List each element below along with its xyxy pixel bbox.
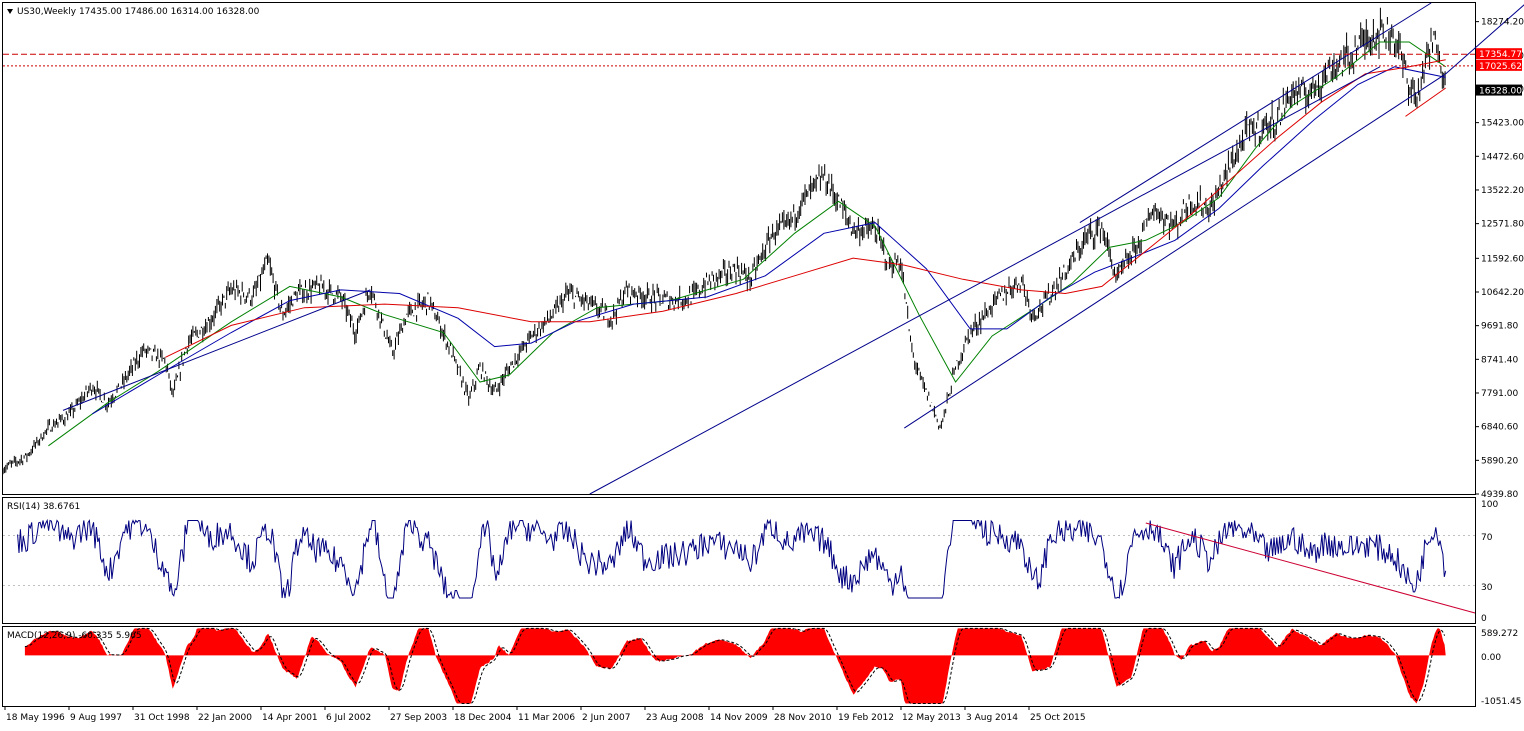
ma-short-line [48,42,1445,446]
x-tick-label: 19 Feb 2012 [838,713,894,723]
main-header: US30,Weekly 17435.00 17486.00 16314.00 1… [17,7,260,17]
rsi-trend-line [1146,523,1475,613]
price-marker-label: 16328.00 [1479,87,1522,97]
x-tick-label: 14 Nov 2009 [710,713,768,723]
macd-level-top: 589.272 [1481,629,1518,639]
y-tick-label: 12571.80 [1481,220,1524,230]
price-markers: 17354.77 17025.62 16328.00 [1476,48,1522,96]
price-bars [3,8,1445,475]
y-tick-label: 6840.60 [1481,423,1518,433]
y-tick-label: 10642.20 [1481,288,1524,298]
x-tick-label: 27 Sep 2003 [390,713,447,723]
x-tick-label: 6 Jul 2002 [326,713,371,723]
x-tick-label: 9 Aug 1997 [70,713,122,723]
x-tick-label: 22 Jan 2000 [198,713,252,723]
rsi-level-30: 30 [1481,583,1493,593]
y-tick-label: 4939.80 [1481,490,1518,500]
macd-level-zero: 0.00 [1481,653,1501,663]
ma-long-line [165,60,1445,358]
y-tick-label: 15423.00 [1481,119,1524,129]
y-tick-label: 14472.60 [1481,152,1524,162]
rsi-level-100: 100 [1481,500,1498,510]
x-tick-label: 11 Mar 2006 [518,713,575,723]
ma-mid-line [92,67,1445,414]
x-tick-label: 28 Nov 2010 [774,713,832,723]
channel-line [904,74,1445,428]
main-pane-border [3,3,1476,495]
x-tick-label: 2 Jun 2007 [582,713,630,723]
x-tick-label: 23 Aug 2008 [646,713,704,723]
time-axis[interactable]: 18 May 1996 9 Aug 1997 31 Oct 1998 22 Jan 2… [5,706,1086,723]
y-tick-label: 8741.40 [1481,355,1518,365]
rsi-level-70: 70 [1481,533,1493,543]
x-tick-label: 14 Apr 2001 [262,713,318,723]
price-marker-label: 17025.62 [1479,62,1522,72]
x-tick-label: 18 Dec 2004 [454,713,512,723]
y-tick-label: 9691.80 [1481,322,1518,332]
y-tick-label: 18274.20 [1481,18,1524,28]
macd-header: MACD(12,26,9) -60.335 5.965 [7,631,142,641]
y-tick-label: 13522.20 [1481,186,1524,196]
macd-pane[interactable]: MACD(12,26,9) -60.335 5.965 589.272 0.00… [3,627,1522,708]
x-tick-label: 12 May 2013 [902,713,961,723]
y-tick-label: 5890.20 [1481,456,1518,466]
x-tick-label: 31 Oct 1998 [134,713,190,723]
x-tick-label: 18 May 1996 [6,713,65,723]
dropdown-triangle-icon[interactable] [7,9,13,14]
x-tick-label: 25 Oct 2015 [1030,713,1086,723]
channel-line [590,67,1380,494]
rsi-pane-border [3,498,1476,624]
y-tick-label: 7791.00 [1481,389,1518,399]
main-pane[interactable]: US30,Weekly 17435.00 17486.00 16314.00 1… [3,3,1524,495]
x-tick-label: 3 Aug 2014 [966,713,1018,723]
rsi-line [18,521,1446,599]
channel-line [1080,3,1431,223]
macd-level-bottom: -1051.45 [1481,697,1521,707]
rsi-header: RSI(14) 38.6761 [7,502,80,512]
rsi-pane[interactable]: RSI(14) 38.6761 100 70 30 0 [3,498,1499,625]
macd-histogram [25,628,1446,703]
y-tick-label: 11592.60 [1481,254,1524,264]
rsi-level-0: 0 [1481,614,1487,624]
price-marker-label: 17354.77 [1479,50,1522,60]
